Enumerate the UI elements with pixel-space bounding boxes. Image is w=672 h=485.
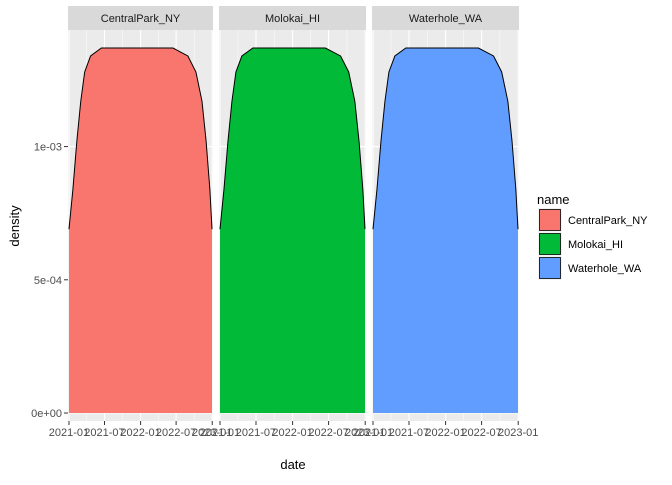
density-outline-CentralPark_NY: [68, 47, 213, 230]
x-tick-label: 2021-01: [353, 427, 393, 439]
x-axis-title: date: [280, 457, 305, 472]
legend-swatch: [539, 209, 561, 231]
legend-swatch: [539, 233, 561, 255]
facet-label: Waterhole_WA: [409, 13, 483, 25]
legend-label: Molokai_HI: [568, 239, 623, 251]
facet-label: CentralPark_NY: [101, 13, 181, 25]
facet-strip: [219, 6, 366, 30]
density-outline-Waterhole_WA: [372, 47, 519, 230]
legend-label: Waterhole_WA: [568, 263, 642, 275]
x-tick-label: 2021-07: [84, 427, 124, 439]
density-area-Molokai_HI: [219, 48, 366, 413]
facet-strip: [372, 6, 519, 30]
y-tick-label: 1e-03: [34, 142, 62, 154]
x-tick-label: 2021-01: [200, 427, 240, 439]
x-tick-label: 2023-01: [498, 427, 538, 439]
x-tick-label: 2022-01: [120, 427, 160, 439]
legend-label: CentralPark_NY: [568, 215, 648, 227]
legend-swatch: [539, 257, 561, 279]
y-tick-label: 0e+00: [31, 408, 62, 420]
density-area-CentralPark_NY: [68, 48, 213, 413]
facet-strip: [68, 6, 213, 30]
density-outline-Molokai_HI: [219, 47, 366, 230]
legend-title: name: [537, 192, 570, 207]
x-tick-label: 2021-07: [236, 427, 276, 439]
x-tick-label: 2022-01: [272, 427, 312, 439]
facet-label: Molokai_HI: [265, 13, 320, 25]
density-area-Waterhole_WA: [372, 48, 519, 413]
x-tick-label: 2022-07: [461, 427, 501, 439]
x-tick-label: 2021-07: [389, 427, 429, 439]
x-tick-label: 2022-01: [425, 427, 465, 439]
x-tick-label: 2023-01: [345, 427, 385, 439]
x-tick-label: 2022-07: [156, 427, 196, 439]
x-tick-label: 2023-01: [192, 427, 232, 439]
x-tick-label: 2022-07: [308, 427, 348, 439]
y-tick-label: 5e-04: [34, 275, 62, 287]
x-tick-label: 2021-01: [49, 427, 89, 439]
y-axis-title: density: [7, 205, 22, 247]
